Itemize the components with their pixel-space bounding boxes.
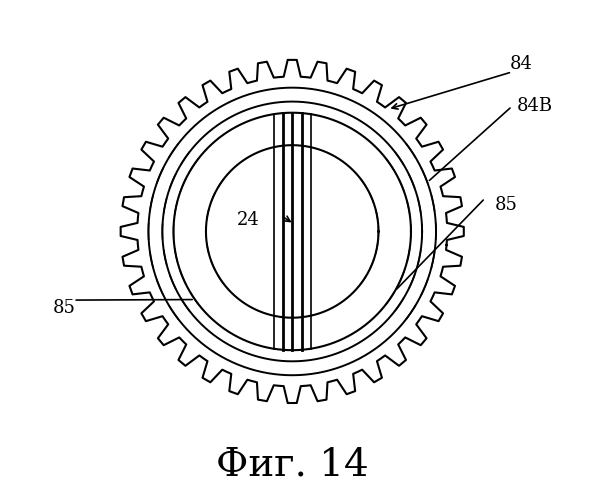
- Text: 85: 85: [53, 298, 76, 316]
- Text: 84: 84: [510, 56, 533, 74]
- Text: 85: 85: [494, 196, 517, 214]
- Text: 24: 24: [236, 212, 259, 230]
- Text: 84В: 84В: [517, 97, 553, 115]
- Text: Фиг. 14: Фиг. 14: [216, 446, 368, 484]
